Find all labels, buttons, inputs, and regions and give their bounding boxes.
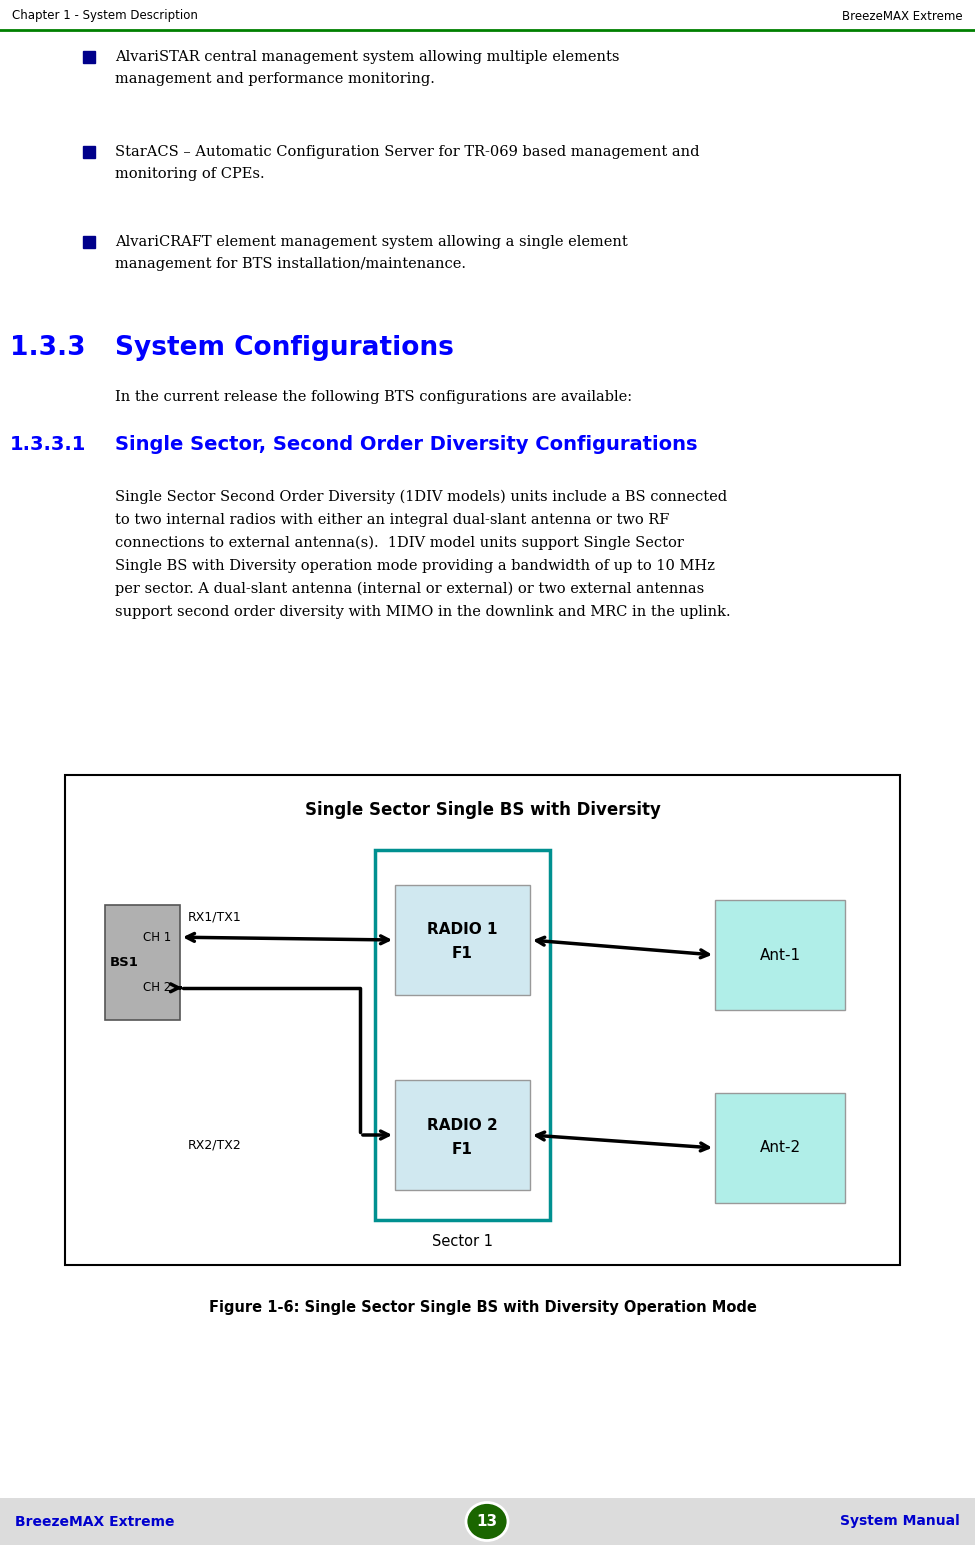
Text: management and performance monitoring.: management and performance monitoring. [115,73,435,87]
Text: RX2/TX2: RX2/TX2 [188,1139,242,1153]
Bar [715,1092,845,1204]
Text: AlvariSTAR central management system allowing multiple elements: AlvariSTAR central management system all… [115,49,619,63]
Text: Ant-2: Ant-2 [760,1140,800,1156]
Bar [65,776,900,1265]
Text: CH 2: CH 2 [143,981,172,995]
Text: per sector. A dual-slant antenna (internal or external) or two external antennas: per sector. A dual-slant antenna (intern… [115,582,704,596]
Text: monitoring of CPEs.: monitoring of CPEs. [115,167,264,181]
Text: Single BS with Diversity operation mode providing a bandwidth of up to 10 MHz: Single BS with Diversity operation mode … [115,559,715,573]
Text: connections to external antenna(s).  1DIV model units support Single Sector: connections to external antenna(s). 1DIV… [115,536,683,550]
Bar [83,145,95,158]
Text: 13: 13 [477,1514,497,1530]
Text: RX1/TX1: RX1/TX1 [188,910,242,924]
Bar [375,850,550,1221]
Text: In the current release the following BTS configurations are available:: In the current release the following BTS… [115,389,632,403]
Text: StarACS – Automatic Configuration Server for TR-069 based management and: StarACS – Automatic Configuration Server… [115,145,699,159]
Text: Single Sector, Second Order Diversity Configurations: Single Sector, Second Order Diversity Co… [115,436,697,454]
Text: BreezeMAX Extreme: BreezeMAX Extreme [842,9,963,23]
Text: System Configurations: System Configurations [115,335,454,362]
Text: F1: F1 [452,1142,473,1157]
Text: Single Sector Single BS with Diversity: Single Sector Single BS with Diversity [304,800,660,819]
Text: Single Sector Second Order Diversity (1DIV models) units include a BS connected: Single Sector Second Order Diversity (1D… [115,490,727,504]
Text: RADIO 2: RADIO 2 [427,1117,498,1132]
Text: Figure 1-6: Single Sector Single BS with Diversity Operation Mode: Figure 1-6: Single Sector Single BS with… [209,1299,757,1315]
Text: 1.3.3.1: 1.3.3.1 [10,436,87,454]
Text: Sector 1: Sector 1 [432,1234,493,1250]
Text: management for BTS installation/maintenance.: management for BTS installation/maintena… [115,256,466,270]
Text: CH 1: CH 1 [143,930,172,944]
Bar [395,1080,530,1190]
Text: support second order diversity with MIMO in the downlink and MRC in the uplink.: support second order diversity with MIMO… [115,606,730,620]
Text: RADIO 1: RADIO 1 [427,922,498,938]
Text: AlvariCRAFT element management system allowing a single element: AlvariCRAFT element management system al… [115,235,628,249]
Bar [105,905,180,1020]
Text: 1.3.3: 1.3.3 [10,335,86,362]
Text: Chapter 1 - System Description: Chapter 1 - System Description [12,9,198,23]
Bar [715,901,845,1010]
Text: to two internal radios with either an integral dual-slant antenna or two RF: to two internal radios with either an in… [115,513,670,527]
Text: BS1: BS1 [110,956,138,969]
Text: F1: F1 [452,947,473,961]
Text: System Manual: System Manual [840,1514,960,1528]
Bar [83,236,95,249]
Bar [0,1499,975,1545]
Bar [395,885,530,995]
Text: BreezeMAX Extreme: BreezeMAX Extreme [15,1514,175,1528]
Text: Ant-1: Ant-1 [760,947,800,963]
Bar [83,51,95,63]
Ellipse shape [466,1502,508,1540]
